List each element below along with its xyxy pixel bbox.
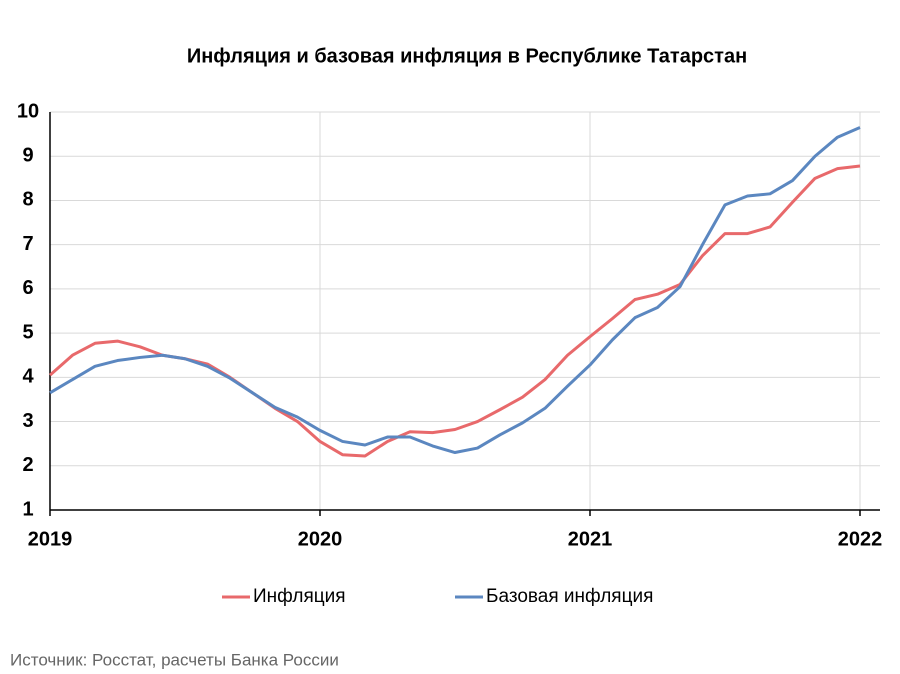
- chart-title: Инфляция и базовая инфляция в Республике…: [187, 45, 747, 67]
- series-line: [49, 164, 861, 458]
- y-tick-label: 1: [22, 498, 33, 520]
- x-tick-label: 2022: [838, 528, 883, 550]
- y-tick-label: 4: [22, 366, 34, 388]
- legend-label: Базовая инфляция: [486, 586, 653, 607]
- series-line: [49, 126, 861, 455]
- y-tick-label: 8: [22, 189, 33, 211]
- y-tick-label: 5: [22, 321, 33, 343]
- y-tick-label: 2: [22, 454, 33, 476]
- y-tick-label: 3: [22, 410, 33, 432]
- y-tick-label: 7: [22, 233, 33, 255]
- y-tick-label: 9: [22, 145, 33, 167]
- x-tick-label: 2020: [298, 528, 343, 550]
- x-tick-label: 2021: [568, 528, 613, 550]
- y-tick-label: 6: [22, 277, 33, 299]
- legend-label: Инфляция: [253, 586, 346, 607]
- y-tick-label: 10: [17, 100, 39, 122]
- x-tick-label: 2019: [28, 528, 73, 550]
- source-note: Источник: Росстат, расчеты Банка России: [10, 650, 339, 669]
